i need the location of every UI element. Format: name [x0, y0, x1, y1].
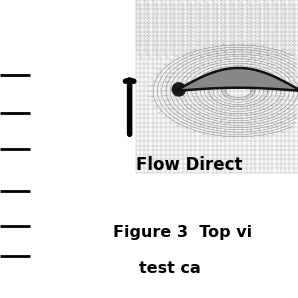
Circle shape: [172, 83, 185, 96]
Polygon shape: [176, 68, 298, 91]
Text: Figure 3  Top vi: Figure 3 Top vi: [113, 225, 252, 240]
Text: test ca: test ca: [139, 261, 200, 276]
Bar: [136, 0, 298, 173]
Text: Flow Direct: Flow Direct: [136, 156, 242, 174]
